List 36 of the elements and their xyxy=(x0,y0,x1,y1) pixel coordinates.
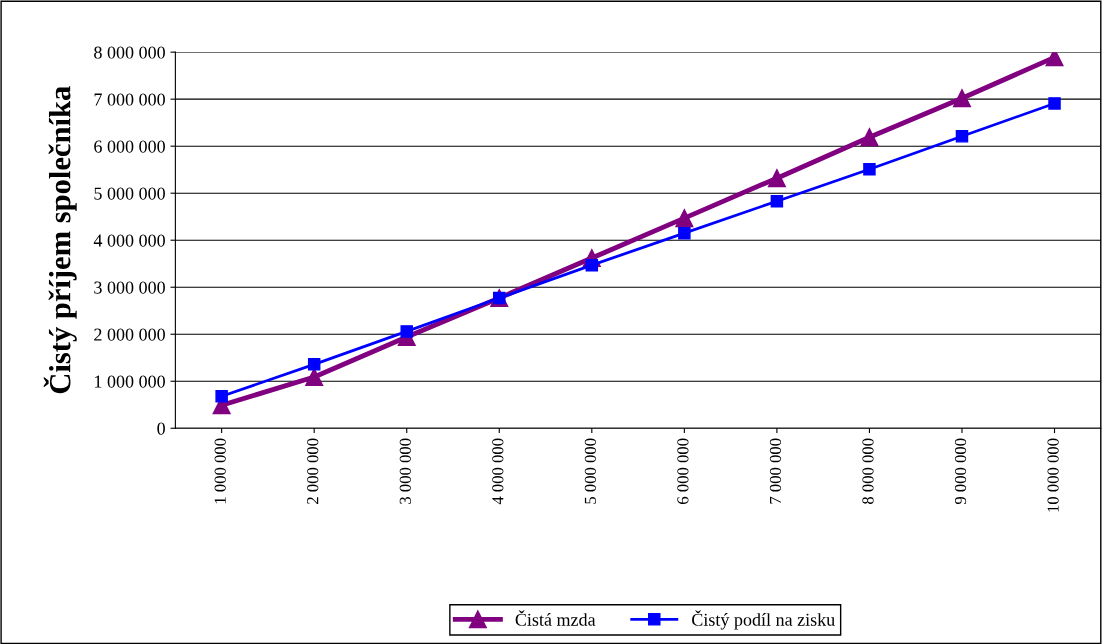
x-tick-label: 10 000 000 xyxy=(1047,438,1059,512)
point xyxy=(215,390,228,403)
x-tick-label: 9 000 000 xyxy=(954,438,967,505)
y-axis-title: Čistý příjem společníka xyxy=(43,86,77,394)
y-tick-label: 3 000 000 xyxy=(94,281,165,294)
y-tick-label: 2 000 000 xyxy=(94,328,165,341)
x-tick-label: 2 000 000 xyxy=(307,438,319,504)
x-tick-label: 1 000 000 xyxy=(214,438,226,504)
point xyxy=(400,325,413,338)
point xyxy=(863,162,876,176)
legend-label: Čistá mzda xyxy=(515,610,596,626)
y-tick-label: 8 000 000 xyxy=(94,46,165,59)
point xyxy=(770,194,784,208)
y-tick-label: 5 000 000 xyxy=(94,187,165,200)
point xyxy=(767,169,786,188)
point xyxy=(307,358,321,371)
point xyxy=(675,209,694,228)
point xyxy=(860,128,879,147)
point xyxy=(678,226,691,240)
y-tick-label: 6 000 000 xyxy=(94,140,165,153)
legend-label: Čistý podíl na zisku xyxy=(692,610,835,630)
y-tick-label: 0 xyxy=(157,422,165,435)
x-tick-label: 3 000 000 xyxy=(399,438,411,504)
point xyxy=(1045,52,1064,67)
y-tick-label: 7 000 000 xyxy=(94,93,165,106)
point xyxy=(952,89,972,108)
point xyxy=(1048,97,1061,110)
x-tick-label: 7 000 000 xyxy=(769,438,782,504)
x-tick-label: 8 000 000 xyxy=(862,438,874,505)
x-tick-label: 6 000 000 xyxy=(677,438,689,504)
x-tick-label: 5 000 000 xyxy=(584,438,596,504)
x-tick-label: 4 000 000 xyxy=(492,438,504,505)
point xyxy=(955,130,969,143)
y-tick-label: 4 000 000 xyxy=(93,234,165,247)
point xyxy=(585,258,599,272)
y-tick-label: 1 000 000 xyxy=(95,375,165,388)
